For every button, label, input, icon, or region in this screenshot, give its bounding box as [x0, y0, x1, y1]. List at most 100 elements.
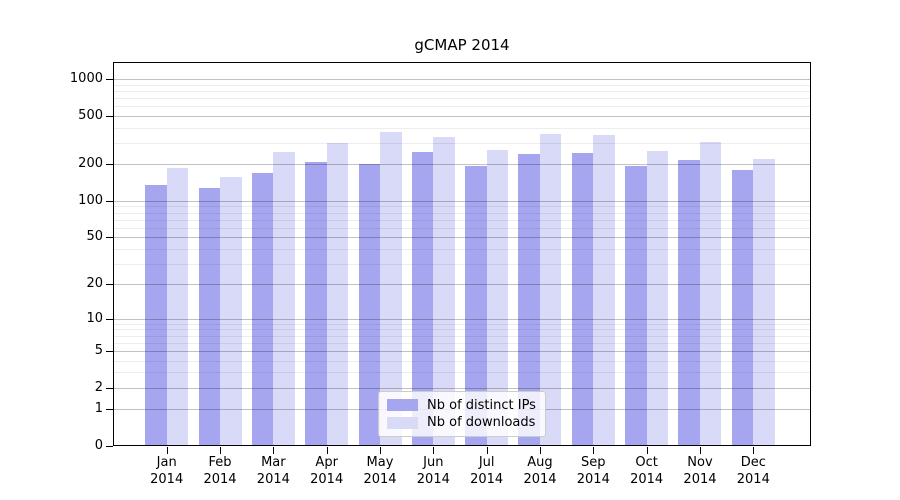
x-axis-tick — [753, 447, 755, 454]
chart-title: gCMAP 2014 — [414, 36, 510, 54]
legend-label-downloads: Nb of downloads — [427, 415, 536, 431]
y-axis-tick — [106, 284, 113, 286]
gridline-minor — [113, 342, 811, 344]
x-tick-label: Jun 2014 — [402, 454, 464, 488]
y-axis-tick — [106, 164, 113, 166]
x-tick-month: Dec — [740, 455, 766, 470]
y-axis-tick — [106, 409, 113, 411]
x-axis-tick — [433, 447, 435, 454]
gridline-minor — [113, 142, 811, 144]
bar-apr-distinct-ips — [305, 161, 327, 446]
x-axis-tick — [273, 447, 275, 454]
gridline-minor — [113, 335, 811, 337]
x-tick-label: Feb 2014 — [189, 454, 251, 488]
gridline-minor — [113, 212, 811, 214]
gridline-minor — [113, 206, 811, 208]
x-tick-label: Jul 2014 — [456, 454, 518, 488]
gridline-minor — [113, 323, 811, 325]
x-axis-tick — [646, 447, 648, 454]
y-tick-label: 200 — [78, 156, 103, 172]
y-axis-tick — [106, 237, 113, 239]
x-tick-month: Apr — [315, 455, 338, 470]
gridline-minor — [113, 219, 811, 221]
bar-jul-distinct-ips — [465, 166, 487, 446]
x-axis-tick — [593, 447, 595, 454]
y-tick-label: 5 — [94, 342, 103, 358]
gridline-minor — [113, 90, 811, 92]
y-tick-label: 10 — [86, 310, 103, 326]
x-tick-month: Jul — [478, 455, 495, 470]
x-tick-label: May 2014 — [349, 454, 411, 488]
y-tick-label: 500 — [78, 107, 103, 123]
gridline-major — [113, 79, 811, 80]
x-axis-tick — [699, 447, 701, 454]
bar-sep-downloads — [593, 135, 615, 446]
bar-aug-distinct-ips — [518, 153, 540, 446]
gridline-major — [113, 200, 811, 202]
y-axis-tick — [106, 115, 113, 117]
x-tick-label: Dec 2014 — [722, 454, 784, 488]
gridline-major — [113, 115, 811, 117]
bar-jun-distinct-ips — [411, 152, 434, 446]
x-tick-label: Aug 2014 — [509, 454, 571, 488]
legend-swatch-downloads — [387, 416, 418, 429]
gridline-minor — [113, 227, 811, 229]
y-axis-tick — [106, 318, 113, 320]
x-tick-year: 2014 — [523, 472, 557, 487]
x-tick-month: Nov — [687, 455, 713, 470]
y-tick-label: 20 — [86, 276, 103, 292]
gridline-minor — [113, 329, 811, 331]
y-tick-label: 1 — [94, 401, 103, 417]
gridline-minor — [113, 248, 811, 250]
bar-feb-distinct-ips — [198, 187, 221, 446]
x-tick-month: Aug — [527, 455, 553, 470]
x-tick-month: May — [366, 455, 394, 470]
y-axis-tick — [106, 446, 113, 447]
x-axis-tick — [166, 447, 168, 454]
legend: Nb of distinct IPs Nb of downloads — [378, 391, 546, 437]
bar-mar-distinct-ips — [251, 172, 274, 446]
bar-oct-distinct-ips — [625, 165, 647, 446]
x-tick-year: 2014 — [203, 472, 237, 487]
x-tick-label: Mar 2014 — [242, 454, 304, 488]
bar-jan-distinct-ips — [145, 185, 167, 446]
gridline-minor — [113, 360, 811, 362]
x-tick-month: Feb — [208, 455, 232, 470]
gridline-major — [113, 164, 811, 166]
y-axis-tick — [106, 387, 113, 389]
x-tick-month: Mar — [261, 455, 286, 470]
gridline-minor — [113, 372, 811, 374]
x-tick-year: 2014 — [736, 472, 770, 487]
x-tick-year: 2014 — [256, 472, 290, 487]
gridline-minor — [113, 106, 811, 108]
gridline-minor — [113, 127, 811, 129]
gridline-major — [113, 284, 811, 286]
x-tick-month: Jun — [423, 455, 444, 470]
x-tick-year: 2014 — [683, 472, 717, 487]
x-axis-tick — [220, 447, 222, 454]
y-tick-label: 50 — [86, 229, 103, 245]
gridline-major — [113, 237, 811, 239]
x-axis-tick — [486, 447, 488, 454]
bar-nov-distinct-ips — [678, 160, 700, 446]
legend-swatch-distinct-ips — [387, 399, 418, 412]
gridline-major — [113, 318, 811, 320]
gridline-minor — [113, 97, 811, 99]
gridline-major — [113, 387, 811, 389]
bar-sep-distinct-ips — [571, 152, 594, 446]
bar-apr-downloads — [326, 142, 349, 446]
x-axis-tick — [539, 447, 541, 454]
x-tick-label: Jan 2014 — [136, 454, 198, 488]
x-tick-year: 2014 — [310, 472, 344, 487]
x-tick-month: Jan — [156, 455, 177, 470]
bar-may-distinct-ips — [358, 164, 380, 446]
bar-feb-downloads — [220, 176, 242, 446]
x-tick-year: 2014 — [416, 472, 450, 487]
x-tick-month: Sep — [581, 455, 606, 470]
bar-dec-distinct-ips — [731, 170, 754, 446]
y-tick-label: 0 — [94, 438, 103, 453]
bar-nov-downloads — [699, 141, 722, 446]
x-axis-tick — [380, 447, 381, 454]
x-tick-year: 2014 — [150, 472, 184, 487]
